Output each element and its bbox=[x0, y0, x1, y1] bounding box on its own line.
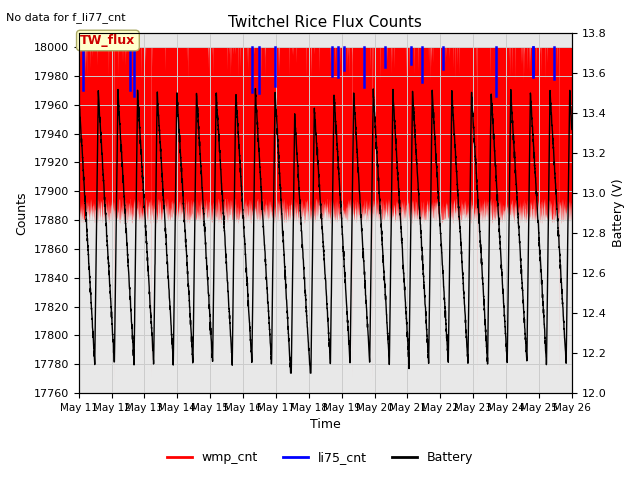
Y-axis label: Counts: Counts bbox=[15, 191, 28, 235]
Title: Twitchel Rice Flux Counts: Twitchel Rice Flux Counts bbox=[228, 15, 422, 30]
Y-axis label: Battery (V): Battery (V) bbox=[612, 179, 625, 247]
Legend: wmp_cnt, li75_cnt, Battery: wmp_cnt, li75_cnt, Battery bbox=[162, 446, 478, 469]
Text: TW_flux: TW_flux bbox=[80, 34, 136, 47]
X-axis label: Time: Time bbox=[310, 419, 340, 432]
Text: No data for f_li77_cnt: No data for f_li77_cnt bbox=[6, 12, 126, 23]
